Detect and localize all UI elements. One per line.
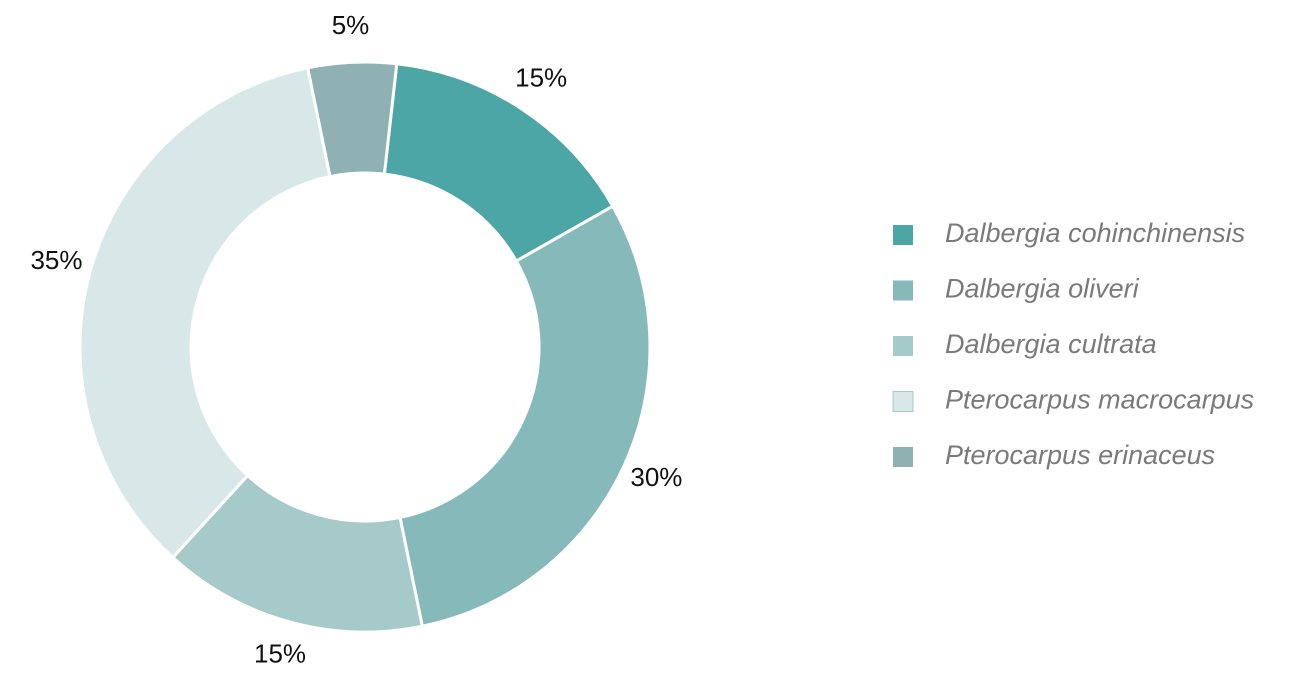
data-label: 30% [630,462,682,492]
data-label: 15% [254,638,306,668]
donut-segment [305,60,399,179]
legend-swatch [893,336,913,356]
legend-swatch [892,391,914,412]
legend-swatch [893,280,913,301]
donut-segment [170,473,425,634]
legend-swatch [893,225,913,245]
data-label: 5% [332,10,370,40]
legend-label: Dalbergia oliveri [945,274,1140,304]
legend-label: Pterocarpus erinaceus [945,440,1215,470]
donut-segment [398,204,652,628]
data-label: 35% [30,245,82,275]
donut-segment [78,66,332,560]
legend-label: Dalbergia cohinchinensis [945,218,1245,248]
donut-segment [382,62,615,264]
legend-label: Dalbergia cultrata [945,329,1157,359]
legend-label: Pterocarpus macrocarpus [945,385,1254,415]
data-label: 15% [515,63,567,93]
legend-swatch [893,447,913,467]
